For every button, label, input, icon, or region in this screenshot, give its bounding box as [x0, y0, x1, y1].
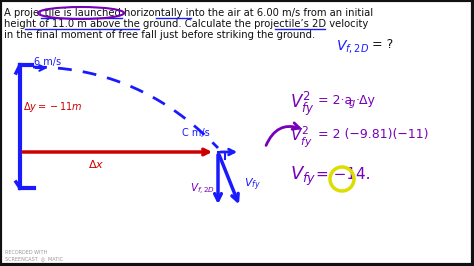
Text: RECORDED WITH: RECORDED WITH [5, 250, 47, 255]
Text: SCREENCAST  ◎  MATIC: SCREENCAST ◎ MATIC [5, 256, 63, 261]
Text: 6 m/s: 6 m/s [34, 57, 61, 67]
Text: = ?: = ? [372, 38, 393, 51]
Text: A projectile is launched horizontally into the air at 6.00 m/s from an initial: A projectile is launched horizontally in… [4, 8, 373, 18]
Text: $\Delta x$: $\Delta x$ [88, 158, 104, 170]
Text: $\mathit{V}_{fy}$: $\mathit{V}_{fy}$ [290, 165, 316, 188]
Text: height of 11.0 m above the ground. Calculate the projectile’s 2D velocity: height of 11.0 m above the ground. Calcu… [4, 19, 368, 29]
Text: ·Δy: ·Δy [356, 94, 376, 107]
Text: C m/s: C m/s [182, 128, 210, 138]
Text: $\mathit{V}_{fy}^{2}$: $\mathit{V}_{fy}^{2}$ [290, 125, 312, 150]
Text: $\Delta y = -11m$: $\Delta y = -11m$ [23, 100, 82, 114]
Text: $\mathit{V}_{fy}$: $\mathit{V}_{fy}$ [244, 177, 261, 193]
Text: in the final moment of free fall just before striking the ground.: in the final moment of free fall just be… [4, 30, 315, 40]
Text: = 2·a: = 2·a [318, 94, 352, 107]
Text: $\mathit{V}_{f,2D}$: $\mathit{V}_{f,2D}$ [336, 38, 369, 55]
Text: $\mathit{V}_{fy}^{2}$: $\mathit{V}_{fy}^{2}$ [290, 90, 314, 118]
Text: = 2 (−9.81)(−11): = 2 (−9.81)(−11) [318, 128, 428, 141]
Text: = −14.: = −14. [316, 167, 371, 182]
Text: $\mathit{V}_{f,2D}$: $\mathit{V}_{f,2D}$ [190, 182, 215, 197]
Text: g: g [349, 98, 355, 108]
